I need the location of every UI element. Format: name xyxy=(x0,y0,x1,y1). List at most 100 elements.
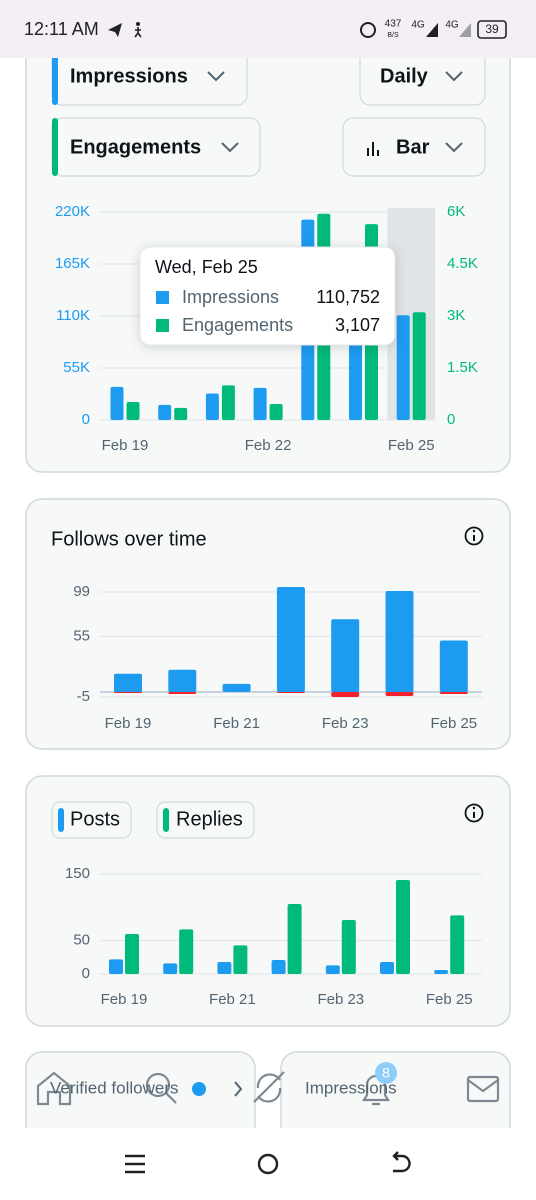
posts-stripe xyxy=(58,808,64,832)
bar xyxy=(412,312,426,420)
period-label: Daily xyxy=(380,65,429,87)
status-bar xyxy=(0,0,536,58)
y-tick-label: 3K xyxy=(447,307,465,324)
y-tick-label: 55K xyxy=(63,359,90,376)
tooltip-value: 110,752 xyxy=(316,287,380,307)
tooltip-series: Engagements xyxy=(182,315,293,335)
chevron xyxy=(207,71,225,82)
recents-button[interactable] xyxy=(125,1154,145,1174)
chevron xyxy=(445,142,463,153)
y-tick-label: 150 xyxy=(65,865,90,882)
bar xyxy=(110,386,124,420)
chevron xyxy=(234,1081,243,1097)
y-tick-label: 110K xyxy=(56,307,90,324)
bar xyxy=(269,404,283,420)
bar xyxy=(439,640,468,692)
x-tick-label: Feb 19 xyxy=(102,437,149,454)
bar xyxy=(205,393,219,420)
walk-icon xyxy=(136,22,140,26)
chevron xyxy=(221,142,239,153)
home-button[interactable] xyxy=(257,1153,279,1175)
style-dropdown[interactable] xyxy=(342,117,486,177)
chevron xyxy=(445,71,463,82)
tooltip-box xyxy=(139,246,396,346)
battery-level: 39 xyxy=(485,22,499,36)
search-icon[interactable] xyxy=(145,1072,171,1098)
bar xyxy=(325,965,340,974)
tooltip-value: 3,107 xyxy=(335,315,380,335)
bar xyxy=(396,315,410,420)
bar xyxy=(450,915,465,974)
y-tick-label: 220K xyxy=(55,203,90,220)
signal-icon xyxy=(426,23,438,37)
posts-chip[interactable] xyxy=(51,801,132,839)
net-speed: 437 xyxy=(385,19,402,30)
bar xyxy=(168,669,197,692)
x-tick-label: Feb 22 xyxy=(245,437,292,454)
bar xyxy=(341,920,356,974)
network-type: 4G xyxy=(411,20,425,31)
home-icon[interactable] xyxy=(36,1071,72,1106)
bar xyxy=(109,959,123,974)
bar xyxy=(380,962,394,974)
bar xyxy=(287,904,302,974)
replies-chip[interactable] xyxy=(156,801,255,839)
y-tick-label: 0 xyxy=(82,965,90,982)
network-type: 4G xyxy=(445,20,459,31)
system-nav xyxy=(0,1128,536,1200)
info-icon[interactable] xyxy=(464,526,484,546)
bar xyxy=(174,407,188,420)
x-tick-label: Feb 21 xyxy=(213,715,260,732)
x-tick-label: Feb 23 xyxy=(317,991,364,1008)
y-tick-label: 0 xyxy=(82,411,90,428)
x-tick-label: Feb 19 xyxy=(101,991,148,1008)
x-tick-label: Feb 23 xyxy=(322,715,369,732)
impressions-summary-label: Impressions xyxy=(305,1078,397,1097)
y-tick-label: 165K xyxy=(55,255,90,272)
info-icon[interactable] xyxy=(464,803,484,823)
y-tick-label: 55 xyxy=(73,627,90,644)
tooltip-title: Wed, Feb 25 xyxy=(155,257,258,277)
y-tick-label: 50 xyxy=(73,932,90,949)
bar-icon xyxy=(367,142,379,156)
bar xyxy=(168,691,197,694)
bar xyxy=(271,960,286,974)
x-tick-label: Feb 21 xyxy=(209,991,256,1008)
bar xyxy=(163,963,178,974)
system-buttons xyxy=(125,1151,411,1175)
signal-icon xyxy=(459,23,471,37)
back-button[interactable] xyxy=(392,1151,411,1173)
clock: 12:11 AM xyxy=(24,19,99,39)
bar xyxy=(217,962,232,974)
bar xyxy=(125,934,139,974)
bar xyxy=(331,691,360,697)
y-tick-label: 1.5K xyxy=(447,359,478,376)
x-tick-label: Feb 19 xyxy=(105,715,152,732)
bar xyxy=(233,945,248,974)
y-tick-label: 0 xyxy=(447,411,455,428)
badge-count: 8 xyxy=(382,1065,390,1081)
replies-legend: Replies xyxy=(176,808,243,830)
bar xyxy=(114,691,142,693)
grok-icon[interactable] xyxy=(253,1071,285,1103)
bar xyxy=(385,591,414,692)
bar xyxy=(331,619,360,692)
bar xyxy=(396,880,410,974)
posts-legend: Posts xyxy=(70,808,120,830)
metric1-label: Impressions xyxy=(70,65,188,87)
bar xyxy=(126,401,140,420)
net-speed-unit: B/S xyxy=(387,32,399,39)
metric2-label: Engagements xyxy=(70,136,201,158)
y-tick-label: 6K xyxy=(447,203,465,220)
tooltip-swatch xyxy=(156,319,169,332)
alarm-icon xyxy=(360,22,376,38)
metric1-stripe xyxy=(52,48,58,105)
badge xyxy=(375,1062,397,1084)
x-tick-label: Feb 25 xyxy=(426,991,473,1008)
x-tick-label: Feb 25 xyxy=(430,715,477,732)
bar xyxy=(221,385,235,420)
tooltip-series: Impressions xyxy=(182,287,279,307)
messages-icon[interactable] xyxy=(466,1075,500,1103)
y-tick-label: 4.5K xyxy=(447,255,478,272)
